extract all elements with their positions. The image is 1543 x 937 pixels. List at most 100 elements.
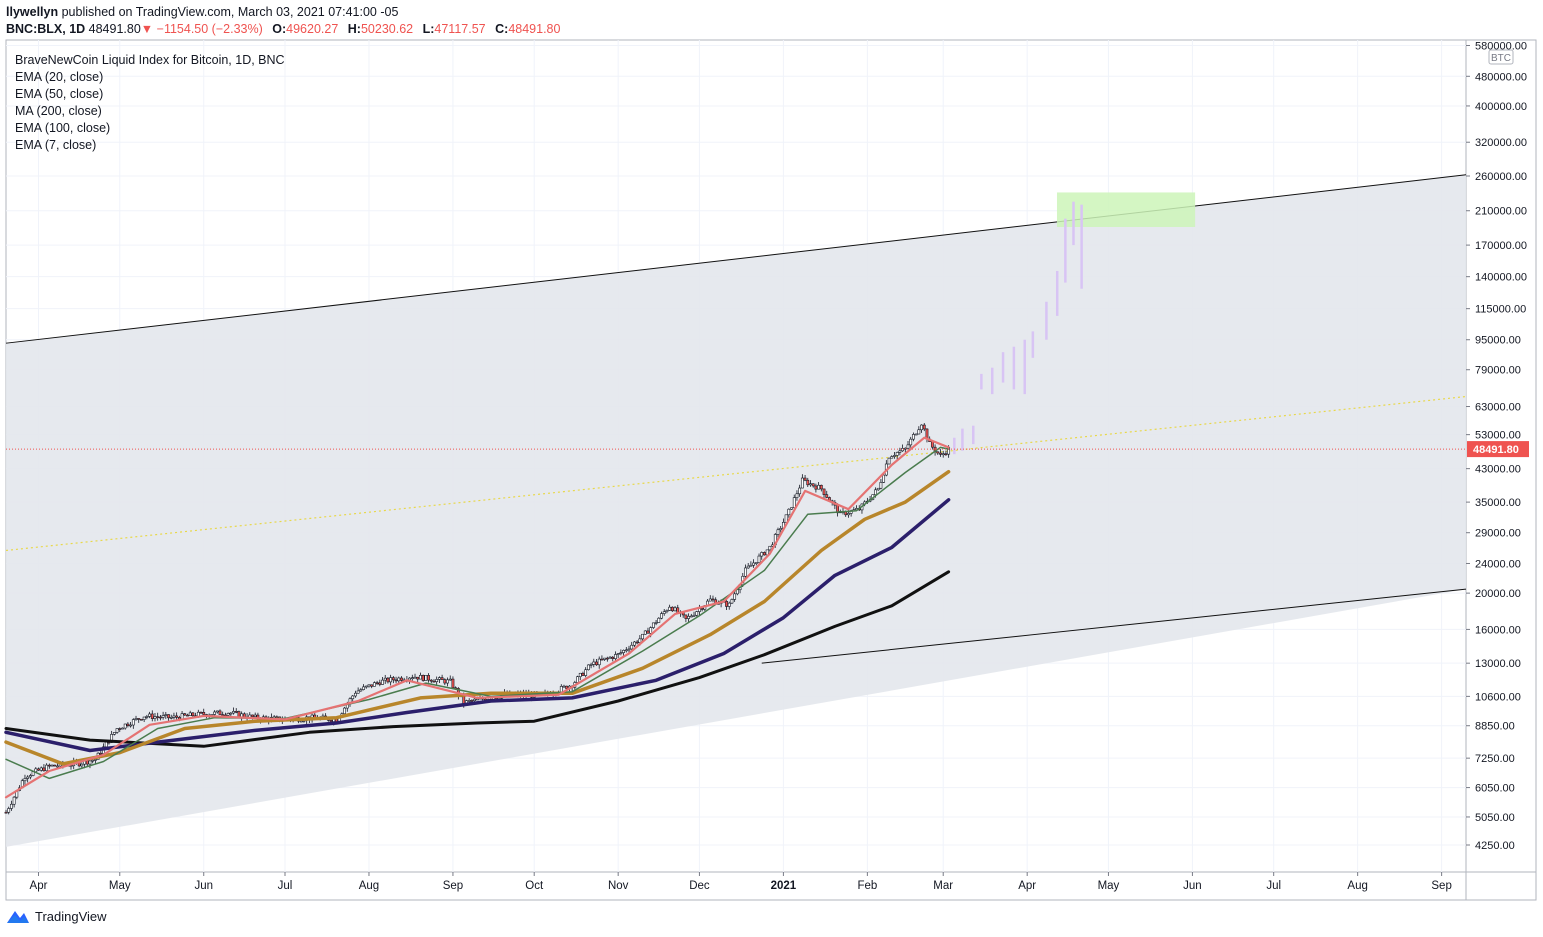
candle-body: [624, 649, 628, 652]
candle-body: [172, 715, 176, 718]
channel-fill: [6, 174, 1466, 847]
candle-body: [47, 764, 51, 767]
candle-body: [893, 455, 896, 457]
candle-body: [440, 677, 444, 680]
candle-body: [627, 648, 631, 651]
legend-study-ema100[interactable]: EMA (100, close): [15, 121, 111, 135]
candle-body: [183, 713, 187, 716]
legend-study-ema20[interactable]: EMA (20, close): [15, 70, 104, 84]
candle-body: [42, 767, 46, 772]
candle-body: [215, 710, 219, 713]
author-name[interactable]: llywellyn: [6, 5, 59, 19]
candle-body: [733, 593, 737, 600]
x-tick-label: Aug: [1347, 880, 1367, 892]
candle-body: [299, 720, 303, 723]
high-value: 50230.62: [360, 22, 414, 36]
candle-body: [475, 698, 479, 701]
candle-body: [218, 710, 222, 715]
candle-body: [129, 724, 133, 727]
candle-body: [232, 711, 235, 714]
candle-body: [467, 700, 471, 702]
y-tick-label: 10600.00: [1475, 691, 1521, 703]
candle-body: [367, 684, 371, 687]
candle-body: [603, 657, 607, 660]
candle-body: [684, 614, 688, 619]
legend-study-ma200[interactable]: MA (200, close): [15, 104, 102, 118]
candle-body: [437, 677, 441, 680]
ema50-line: [4, 469, 951, 766]
candle-body: [776, 529, 780, 535]
last-price-badge: [1467, 441, 1529, 458]
candle-body: [435, 679, 439, 682]
price-change: −1154.50 (−2.33%): [156, 22, 263, 36]
candle-body: [229, 712, 233, 715]
candle-body: [708, 598, 712, 602]
candle-body: [145, 716, 149, 718]
legend-study-ema7[interactable]: EMA (7, close): [15, 138, 97, 152]
y-tick-label: 400000.00: [1475, 101, 1527, 113]
tradingview-logo-icon[interactable]: [6, 907, 30, 925]
projection-bar: [1072, 201, 1075, 246]
candle-body: [140, 718, 143, 721]
x-tick-label: Apr: [1018, 880, 1036, 892]
channel: [5, 174, 1467, 847]
legend-study-ema50[interactable]: EMA (50, close): [15, 87, 104, 101]
down-arrow-icon: ▼: [140, 22, 154, 36]
candle-body: [819, 484, 823, 490]
candle-body: [39, 767, 43, 771]
projection-bar: [990, 367, 994, 395]
candle-body: [809, 483, 812, 486]
candle-body: [80, 763, 84, 767]
candle-body: [12, 796, 16, 805]
candle-body: [811, 483, 815, 487]
y-tick-label: 4250.00: [1475, 840, 1515, 852]
candle-body: [112, 732, 116, 735]
candle-body: [237, 711, 241, 718]
y-tick-label: 20000.00: [1475, 588, 1521, 600]
candle-body: [939, 452, 942, 455]
candle-body: [34, 768, 38, 772]
candle-body: [660, 613, 663, 619]
projection-bar: [1064, 218, 1067, 283]
candle-body: [451, 678, 455, 689]
candle-body: [362, 686, 365, 690]
candle-body: [882, 474, 886, 483]
candle-body: [592, 661, 596, 665]
candle-body: [421, 674, 425, 681]
candle-body: [121, 727, 124, 730]
publish-header: llywellyn published on TradingView.com, …: [6, 5, 398, 19]
candle-body: [156, 716, 160, 718]
candle-body: [134, 718, 138, 720]
projection-bars: [953, 201, 1083, 455]
candle-body: [424, 675, 428, 681]
candle-body: [372, 682, 376, 687]
candle-body: [641, 633, 644, 640]
candle-body: [643, 630, 647, 635]
candle-body: [657, 617, 661, 623]
candle-body: [917, 429, 921, 435]
candle-body: [633, 641, 636, 646]
ema20-line: [5, 446, 950, 780]
candle-body: [448, 678, 452, 681]
x-tick-label: Oct: [525, 880, 544, 892]
x-tick-label: May: [1098, 880, 1120, 892]
candle-body: [56, 765, 59, 768]
footer-brand[interactable]: TradingView: [35, 908, 107, 924]
candle-body: [565, 685, 569, 690]
candle-body: [692, 614, 696, 617]
candle-body: [356, 690, 360, 694]
candle-body: [253, 714, 257, 717]
candle-body: [800, 477, 804, 489]
candle-body: [419, 674, 422, 680]
candle-body: [169, 717, 173, 719]
candle-body: [646, 630, 650, 634]
candle-body: [202, 712, 206, 715]
candle-body: [589, 664, 593, 666]
candle-body: [161, 715, 165, 718]
x-tick-label: Nov: [608, 880, 629, 892]
candle-body: [795, 493, 799, 498]
candle-body: [432, 680, 436, 683]
candle-body: [790, 507, 793, 510]
projection-bar: [1012, 346, 1016, 390]
